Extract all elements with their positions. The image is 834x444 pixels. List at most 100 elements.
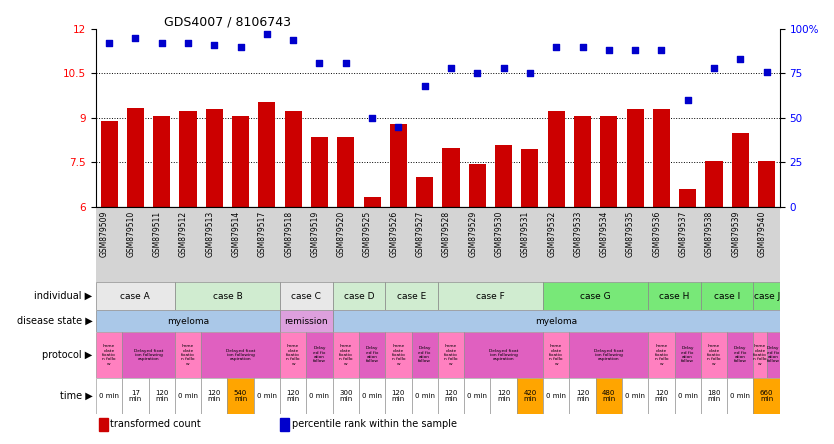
Text: GSM879514: GSM879514 [232, 211, 240, 257]
Text: 0 min: 0 min [731, 393, 751, 399]
Bar [306, 378, 333, 414]
Bar [753, 378, 780, 414]
Bar [333, 282, 385, 310]
Text: case F: case F [476, 292, 505, 301]
Point [523, 70, 536, 77]
Bar [648, 378, 675, 414]
Text: 0 min: 0 min [467, 393, 487, 399]
Text: 0 min: 0 min [546, 393, 566, 399]
Text: Imme
diate
fixatio
n follo
w: Imme diate fixatio n follo w [550, 345, 563, 365]
Text: Imme
diate
fixatio
n follo
w: Imme diate fixatio n follo w [707, 345, 721, 365]
Text: case E: case E [397, 292, 426, 301]
Bar [766, 332, 780, 378]
Text: 0 min: 0 min [309, 393, 329, 399]
Bar [753, 282, 780, 310]
Text: 0 min: 0 min [678, 393, 698, 399]
Bar [228, 378, 254, 414]
Point [497, 64, 510, 71]
Point [313, 59, 326, 66]
Text: Imme
diate
fixatio
n follo
w: Imme diate fixatio n follo w [753, 345, 767, 365]
Text: GSM879517: GSM879517 [258, 211, 267, 257]
Bar [385, 332, 411, 378]
Bar [648, 332, 675, 378]
Bar [333, 310, 780, 332]
Bar [385, 378, 411, 414]
Point [339, 59, 353, 66]
Text: GDS4007 / 8106743: GDS4007 / 8106743 [164, 16, 291, 29]
Text: Delay
ed fix
ation
follow: Delay ed fix ation follow [766, 346, 780, 363]
Bar [438, 378, 465, 414]
Point [392, 123, 405, 131]
Bar [543, 378, 570, 414]
Text: Imme
diate
fixatio
n follo
w: Imme diate fixatio n follo w [286, 345, 300, 365]
Bar [254, 378, 280, 414]
Bar [96, 332, 123, 378]
Bar [123, 378, 148, 414]
Bar [622, 378, 648, 414]
Text: 0 min: 0 min [626, 393, 646, 399]
Text: myeloma: myeloma [167, 317, 209, 325]
Bar [280, 282, 333, 310]
Text: 120
min: 120 min [392, 390, 405, 402]
Point [575, 43, 589, 50]
Text: GSM879513: GSM879513 [205, 211, 214, 257]
Text: case G: case G [580, 292, 611, 301]
Point [655, 47, 668, 54]
Bar [675, 332, 701, 378]
Text: 120
min: 120 min [445, 390, 458, 402]
Bar [101, 121, 118, 207]
Text: case H: case H [660, 292, 690, 301]
Text: transformed count: transformed count [110, 420, 201, 429]
Bar [490, 378, 517, 414]
Bar [98, 418, 108, 431]
Point [181, 40, 194, 47]
Text: 120
min: 120 min [208, 390, 221, 402]
Bar [96, 378, 123, 414]
Text: Delayed fixat
ion following
aspiration: Delayed fixat ion following aspiration [489, 349, 518, 361]
Text: Imme
diate
fixatio
n follo
w: Imme diate fixatio n follo w [339, 345, 353, 365]
Bar [411, 378, 438, 414]
Bar [570, 378, 595, 414]
Point [707, 64, 721, 71]
Bar [280, 332, 306, 378]
Text: case D: case D [344, 292, 374, 301]
Text: GSM879527: GSM879527 [415, 211, 425, 257]
Bar [359, 332, 385, 378]
Bar [280, 378, 306, 414]
Bar [679, 189, 696, 207]
Text: Delay
ed fix
ation
follow: Delay ed fix ation follow [681, 346, 694, 363]
Text: 0 min: 0 min [178, 393, 198, 399]
Point [208, 41, 221, 48]
Point [260, 31, 274, 38]
Text: Imme
diate
fixatio
n follo
w: Imme diate fixatio n follo w [655, 345, 668, 365]
Text: 180
min: 180 min [707, 390, 721, 402]
Point [445, 64, 458, 71]
Bar [495, 145, 512, 207]
Text: 420
min: 420 min [523, 390, 536, 402]
Point [470, 70, 484, 77]
Point [128, 34, 142, 41]
Text: GSM879540: GSM879540 [757, 211, 766, 257]
Text: case J: case J [753, 292, 780, 301]
Text: case A: case A [120, 292, 150, 301]
Bar [416, 177, 433, 207]
Text: 0 min: 0 min [257, 393, 277, 399]
Bar [175, 378, 201, 414]
Text: GSM879532: GSM879532 [547, 211, 556, 257]
Text: GSM879512: GSM879512 [179, 211, 188, 257]
Text: 120
min: 120 min [575, 390, 589, 402]
Text: Delayed fixat
ion following
aspiration: Delayed fixat ion following aspiration [226, 349, 255, 361]
Point [287, 36, 300, 43]
Bar [201, 378, 228, 414]
Bar [175, 282, 280, 310]
Point [760, 68, 773, 75]
Text: protocol ▶: protocol ▶ [43, 350, 93, 360]
Text: GSM879510: GSM879510 [127, 211, 135, 257]
Text: 0 min: 0 min [362, 393, 382, 399]
Bar [574, 116, 591, 207]
Bar [364, 197, 380, 207]
Text: Delay
ed fix
ation
follow: Delay ed fix ation follow [313, 346, 326, 363]
Point [734, 56, 747, 63]
Text: GSM879537: GSM879537 [679, 211, 688, 257]
Text: Imme
diate
fixatio
n follo
w: Imme diate fixatio n follo w [103, 345, 116, 365]
